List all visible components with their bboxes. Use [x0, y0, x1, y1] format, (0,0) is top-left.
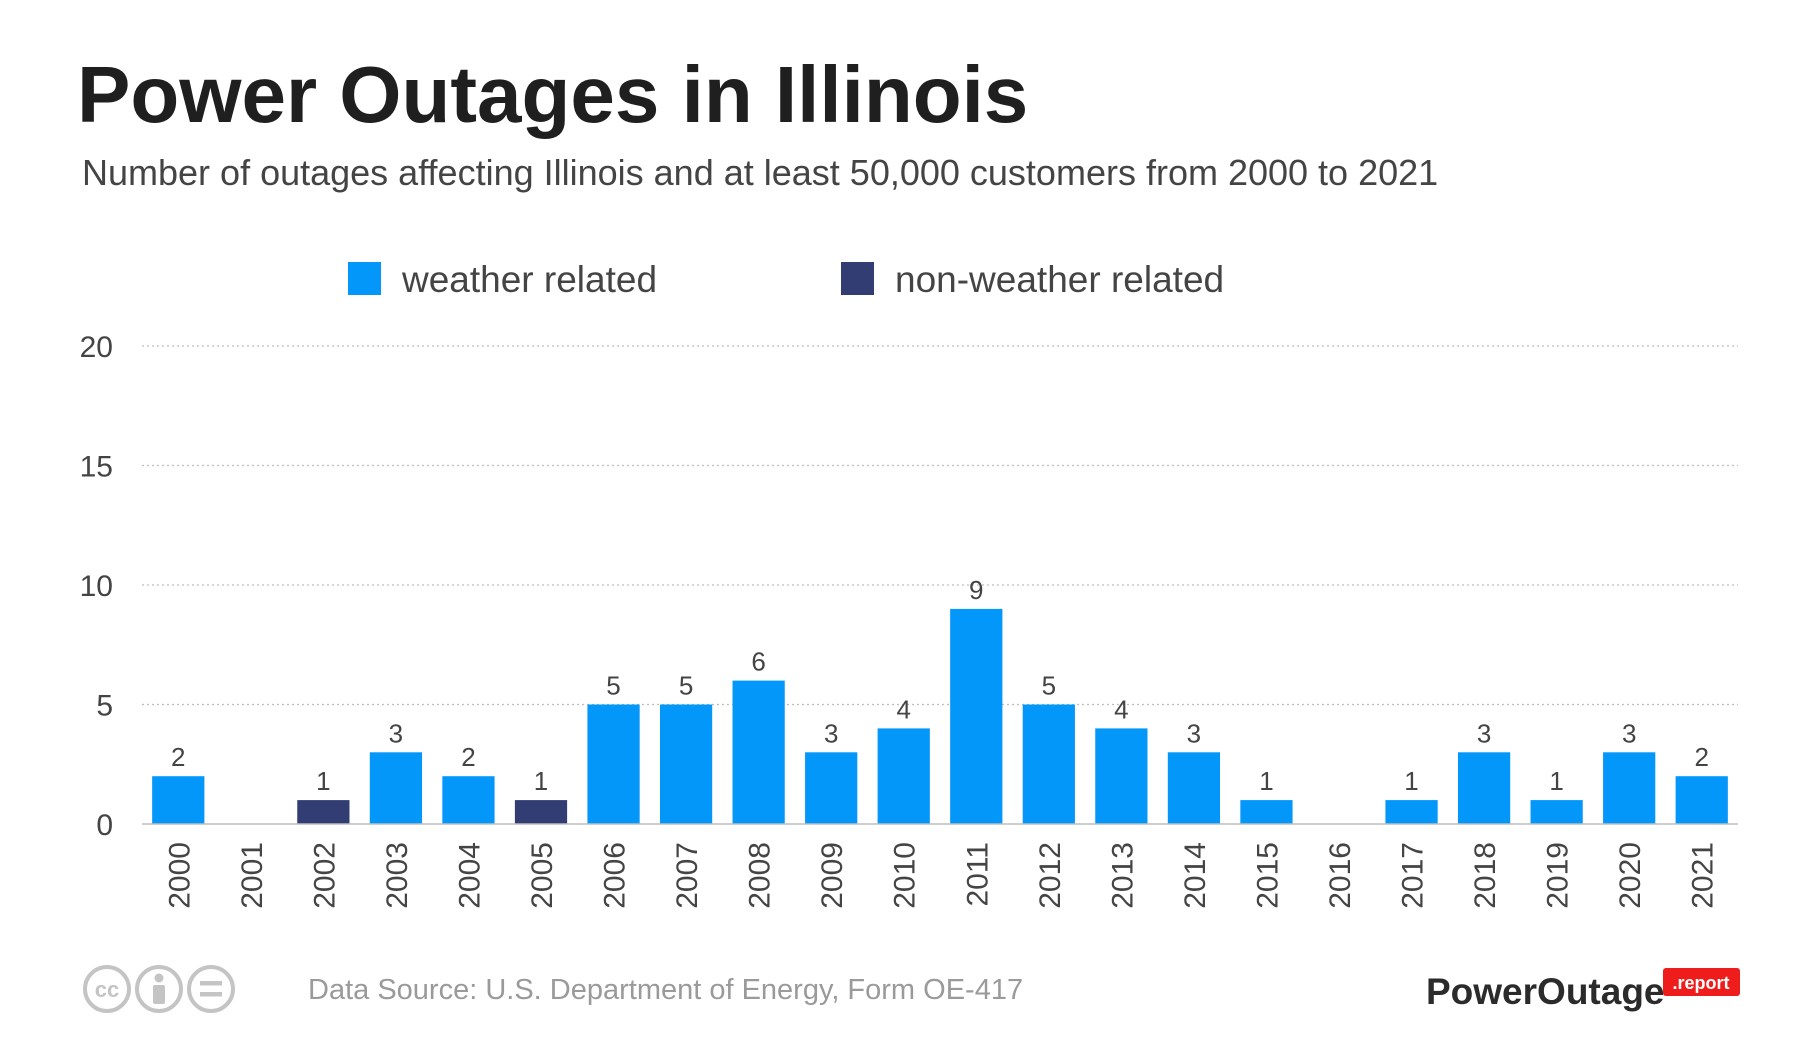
data-label-2009: 3	[824, 718, 838, 748]
bar-2004-weather[interactable]	[442, 776, 495, 824]
x-tick-label-2002: 2002	[308, 842, 341, 909]
bar-2007-weather[interactable]	[659, 704, 713, 825]
data-label-2004: 2	[461, 742, 475, 772]
x-tick-label-2011: 2011	[961, 842, 994, 907]
license-icons: cc	[83, 965, 235, 1013]
bar-2002-nonweather[interactable]	[297, 800, 350, 824]
y-axis-tick-labels: 0 5 10 15 20	[80, 331, 113, 842]
data-label-2012: 5	[1042, 671, 1056, 701]
cc-icon: cc	[83, 965, 131, 1013]
legend-swatch-nonweather	[841, 262, 874, 295]
x-tick-label-2020: 2020	[1614, 842, 1647, 909]
data-label-2013: 4	[1114, 694, 1128, 724]
bar-2013-weather[interactable]	[1095, 728, 1148, 824]
data-label-2021: 2	[1694, 742, 1708, 772]
data-label-2020: 3	[1622, 718, 1636, 748]
data-label-2005: 1	[534, 766, 548, 796]
brand-badge-label: .report	[1672, 973, 1729, 993]
x-tick-label-2004: 2004	[453, 842, 486, 909]
x-tick-label-2006: 2006	[599, 842, 632, 909]
data-label-2017: 1	[1404, 766, 1418, 796]
data-label-2008: 6	[751, 647, 765, 677]
data-label-2019: 1	[1549, 766, 1563, 796]
attribution-icon	[135, 965, 183, 1013]
data-labels: 2 1 3 2 1 5 5 6 3 4 9 5 4 3 1 1 3 1 3 2	[171, 575, 1709, 796]
x-tick-label-2008: 2008	[744, 842, 777, 909]
bar-2014-weather[interactable]	[1167, 752, 1221, 824]
bar-2012-weather[interactable]	[1022, 704, 1075, 825]
y-tick-label-10: 10	[80, 570, 113, 603]
brand-logo[interactable]: PowerOutage .report	[1426, 968, 1740, 1012]
no-derivatives-icon	[187, 965, 235, 1013]
y-tick-label-0: 0	[96, 809, 113, 842]
data-label-2014: 3	[1187, 718, 1201, 748]
bar-2019-weather[interactable]	[1530, 800, 1583, 824]
bar-2021-weather[interactable]	[1675, 776, 1728, 824]
x-tick-label-2016: 2016	[1324, 842, 1357, 909]
bar-2009-weather[interactable]	[805, 752, 858, 824]
data-label-2006: 5	[606, 671, 620, 701]
legend-label-weather: weather related	[401, 259, 657, 300]
brand-name: PowerOutage	[1426, 971, 1665, 1012]
data-label-2010: 4	[896, 694, 910, 724]
x-tick-label-2005: 2005	[526, 842, 559, 909]
bar-2010-weather[interactable]	[877, 728, 930, 824]
x-tick-label-2014: 2014	[1179, 842, 1212, 909]
data-label-2000: 2	[171, 742, 185, 772]
data-label-2002: 1	[316, 766, 330, 796]
bar-2011-weather[interactable]	[950, 608, 1003, 824]
x-tick-label-2010: 2010	[889, 842, 922, 909]
bar-2017-weather[interactable]	[1385, 800, 1438, 824]
bar-2005-nonweather[interactable]	[514, 800, 568, 824]
bar-2020-weather[interactable]	[1603, 752, 1656, 824]
data-label-2018: 3	[1477, 718, 1491, 748]
x-tick-label-2018: 2018	[1469, 842, 1502, 909]
grid-lines	[142, 345, 1738, 706]
x-tick-label-2013: 2013	[1106, 842, 1139, 909]
x-tick-label-2019: 2019	[1542, 842, 1575, 909]
chart-title: Power Outages in Illinois	[77, 50, 1028, 139]
x-tick-label-2009: 2009	[816, 842, 849, 909]
legend-item-nonweather[interactable]: non-weather related	[841, 259, 1224, 300]
chart-subtitle: Number of outages affecting Illinois and…	[82, 152, 1438, 193]
x-tick-label-2021: 2021	[1687, 842, 1720, 909]
svg-text:cc: cc	[95, 977, 119, 1002]
y-tick-label-5: 5	[96, 690, 113, 723]
data-label-2007: 5	[679, 671, 693, 701]
y-tick-label-20: 20	[80, 331, 113, 364]
x-tick-label-2017: 2017	[1397, 842, 1430, 909]
legend-item-weather[interactable]: weather related	[348, 259, 657, 300]
bar-2018-weather[interactable]	[1457, 752, 1511, 824]
bar-2003-weather[interactable]	[369, 752, 423, 824]
data-label-2011: 9	[969, 575, 983, 605]
legend: weather related non-weather related	[348, 259, 1224, 300]
x-tick-label-2000: 2000	[163, 842, 196, 909]
bars	[152, 608, 1728, 825]
x-tick-label-2012: 2012	[1034, 842, 1067, 909]
data-source-note: Data Source: U.S. Department of Energy, …	[308, 974, 1023, 1006]
x-tick-label-2015: 2015	[1251, 842, 1284, 909]
y-tick-label-15: 15	[80, 451, 113, 484]
data-label-2015: 1	[1259, 766, 1273, 796]
bar-2000-weather[interactable]	[152, 776, 205, 824]
data-label-2003: 3	[389, 718, 403, 748]
x-axis-tick-labels: 2000 2001 2002 2003 2004 2005 2006 2007 2008 2009…	[163, 842, 1719, 909]
legend-swatch-weather	[348, 262, 381, 295]
bar-2008-weather[interactable]	[732, 680, 785, 824]
legend-label-nonweather: non-weather related	[895, 259, 1224, 300]
x-tick-label-2001: 2001	[236, 842, 269, 909]
brand-badge	[1663, 968, 1740, 996]
x-tick-label-2003: 2003	[381, 842, 414, 909]
bar-2015-weather[interactable]	[1240, 800, 1293, 824]
bar-2006-weather[interactable]	[587, 704, 640, 825]
x-tick-label-2007: 2007	[671, 842, 704, 909]
